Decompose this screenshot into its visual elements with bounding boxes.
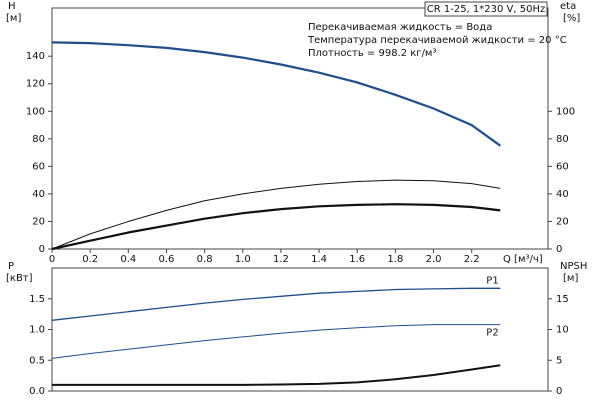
curve	[51, 203, 501, 251]
y2-tick-label: 60	[556, 161, 569, 172]
y2-tick-label: 0	[556, 386, 562, 397]
y-tick-label: 1.5	[29, 294, 45, 305]
y-axis-label: H	[8, 1, 16, 12]
y2-axis-unit: [%]	[563, 13, 580, 24]
curve	[52, 364, 501, 386]
y2-tick-label: 0	[556, 244, 562, 255]
x-tick-label: 1.8	[387, 254, 403, 265]
y2-tick-label: 5	[556, 355, 562, 366]
curve	[51, 287, 501, 321]
y2-axis-label: NPSH	[560, 261, 587, 272]
y2-tick-label: 15	[556, 294, 569, 305]
x-tick-label: 1.0	[235, 254, 251, 265]
bottom-plot-frame	[51, 267, 549, 392]
x-tick-label: 0.6	[159, 254, 175, 265]
annotation: Плотность = 998.2 кг/м³	[308, 48, 437, 59]
y2-tick-label: 10	[556, 325, 569, 336]
y-tick-label: 0	[39, 244, 45, 255]
y2-axis-unit: [м]	[563, 273, 578, 284]
annotation: Температура перекачиваемой жидкости = 20…	[307, 35, 567, 46]
y-tick-label: 0.0	[29, 386, 45, 397]
x-tick-label: 1.2	[273, 254, 289, 265]
y2-tick-label: 80	[556, 134, 569, 145]
y-tick-label: 100	[26, 106, 45, 117]
y-axis-unit: [м]	[6, 13, 21, 24]
chart-title: CR 1-25, 1*230 V, 50Hz	[427, 4, 545, 15]
y2-tick-label: 100	[556, 106, 575, 117]
y-tick-label: 40	[32, 189, 45, 200]
x-tick-label: 0	[49, 254, 55, 265]
y-tick-label: 120	[26, 79, 45, 90]
x-tick-label: 2.0	[426, 254, 442, 265]
y-tick-label: 0.5	[29, 355, 45, 366]
y2-tick-label: 40	[556, 189, 569, 200]
x-tick-label: 0.2	[82, 254, 98, 265]
x-tick-label: 0.8	[197, 254, 213, 265]
title-box	[424, 1, 548, 17]
y-axis-unit: [кВт]	[6, 273, 33, 284]
y2-axis-label: eta	[560, 1, 576, 12]
y2-tick-label: 20	[556, 216, 569, 227]
x-tick-label: 0.4	[120, 254, 136, 265]
curve	[51, 179, 501, 250]
curve	[51, 324, 501, 359]
y-tick-label: 140	[26, 51, 45, 62]
x-tick-label: 1.4	[311, 254, 327, 265]
top-plot-frame	[51, 7, 549, 250]
curve-label: P1	[486, 275, 498, 286]
curve-label: P2	[486, 328, 498, 339]
x-tick-label: 1.6	[349, 254, 365, 265]
y-axis-label: P	[8, 261, 14, 272]
y-tick-label: 1.0	[29, 325, 45, 336]
y-tick-label: 60	[32, 161, 45, 172]
y-tick-label: 80	[32, 134, 45, 145]
annotation: Перекачиваемая жидкость = Вода	[308, 22, 492, 33]
x-tick-label: 2.2	[464, 254, 480, 265]
x-axis-label: Q [м³/ч]	[503, 254, 543, 265]
y-tick-label: 20	[32, 216, 45, 227]
curve	[51, 41, 501, 147]
